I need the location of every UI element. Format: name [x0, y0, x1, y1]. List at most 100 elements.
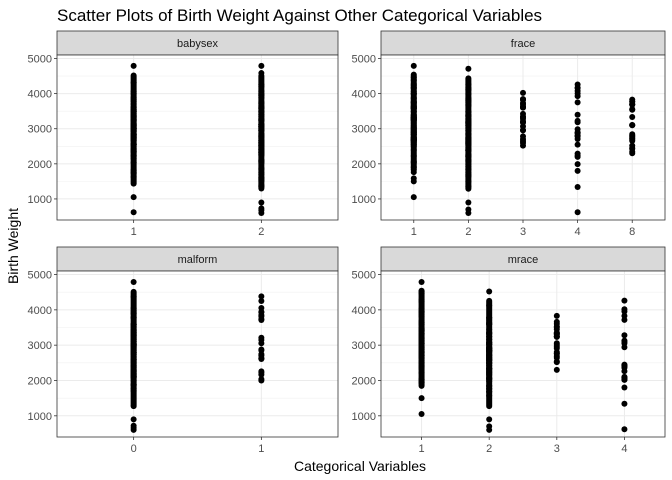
data-point	[629, 98, 636, 105]
x-tick-label: 2	[465, 226, 471, 238]
x-tick-label: 1	[131, 226, 137, 238]
x-tick-label: 8	[629, 226, 635, 238]
data-point	[258, 199, 265, 206]
y-tick-label: 4000	[28, 89, 52, 101]
facet-panel-frace: frace 1000 2000 3000 4000 5000 1 2 3 4 8	[352, 30, 666, 238]
y-tick-label: 5000	[28, 270, 52, 282]
data-point	[418, 278, 425, 285]
data-point	[574, 99, 581, 106]
x-tick-label: 1	[258, 443, 264, 455]
data-point	[410, 62, 417, 69]
facet-strip-label: mrace	[508, 254, 539, 266]
x-tick-label: 1	[419, 443, 425, 455]
data-point	[629, 106, 636, 113]
y-tick-label: 3000	[28, 124, 52, 136]
data-point	[629, 131, 636, 138]
y-tick-label: 5000	[352, 54, 376, 66]
data-point	[553, 318, 560, 325]
x-tick-label: 4	[621, 443, 627, 455]
facet-panel-mrace: mrace 1000 2000 3000 4000 5000 1 2 3 4	[352, 246, 666, 455]
outlier-point	[574, 184, 581, 190]
outlier-point	[410, 194, 417, 201]
dense-point-column	[486, 297, 493, 410]
data-point	[130, 194, 137, 201]
data-point	[520, 113, 526, 120]
y-tick-label: 4000	[28, 305, 52, 317]
data-point	[621, 332, 628, 339]
data-point	[629, 122, 636, 129]
outlier-point	[418, 411, 425, 418]
dense-point-column	[130, 72, 137, 187]
data-point	[553, 345, 560, 352]
data-point	[520, 89, 526, 96]
data-point	[629, 136, 636, 143]
y-tick-label: 5000	[352, 270, 376, 282]
facet-strip	[56, 30, 339, 56]
data-point	[553, 350, 560, 357]
data-point	[574, 111, 581, 118]
data-point	[629, 142, 636, 149]
data-point	[258, 312, 265, 319]
data-point	[621, 316, 628, 323]
x-tick-label: 4	[575, 226, 581, 238]
panel-border	[56, 270, 339, 438]
outlier-point	[486, 423, 493, 430]
data-point	[621, 297, 628, 304]
x-tick-label: 3	[520, 226, 526, 238]
data-point	[520, 104, 526, 111]
y-tick-label: 2000	[28, 375, 52, 387]
y-tick-label: 3000	[352, 124, 376, 136]
data-point	[258, 368, 265, 375]
data-point	[486, 288, 493, 295]
outlier-point	[553, 366, 560, 373]
y-tick-label: 2000	[352, 159, 376, 171]
facet-strip-label: frace	[511, 38, 535, 50]
data-point	[574, 167, 581, 174]
y-tick-label: 3000	[352, 340, 376, 352]
data-point	[574, 141, 581, 148]
outlier-point	[465, 206, 472, 213]
y-tick-label: 1000	[352, 194, 376, 206]
data-point	[258, 293, 265, 300]
panel-border	[380, 54, 666, 221]
data-point	[574, 129, 581, 136]
data-point	[258, 62, 265, 69]
data-point	[258, 317, 265, 324]
y-tick-label: 2000	[352, 375, 376, 387]
data-point	[258, 298, 265, 305]
data-point	[553, 312, 560, 319]
outlier-point	[130, 209, 137, 216]
data-point	[520, 138, 526, 145]
facet-panels: babysex 1000 2000 3000 4000 5000 1 2 frace 1000 20…	[28, 30, 666, 455]
data-point	[465, 199, 472, 206]
data-point	[418, 395, 425, 402]
data-point	[574, 161, 581, 168]
dense-point-column	[418, 287, 425, 389]
x-axis-title: Categorical Variables	[294, 458, 426, 474]
y-tick-label: 3000	[28, 340, 52, 352]
data-point	[258, 355, 265, 362]
data-point	[130, 278, 137, 285]
data-point	[574, 90, 581, 97]
data-point	[410, 175, 417, 182]
facet-strip	[380, 246, 666, 272]
outlier-point	[621, 400, 628, 407]
data-point	[520, 127, 526, 134]
panel-background	[57, 271, 338, 437]
y-tick-label: 1000	[28, 411, 52, 423]
x-tick-label: 1	[411, 226, 417, 238]
data-point	[574, 119, 581, 126]
y-tick-label: 5000	[28, 54, 52, 66]
panel-border	[380, 270, 666, 438]
y-tick-label: 4000	[352, 305, 376, 317]
y-tick-label: 1000	[352, 411, 376, 423]
x-tick-label: 3	[554, 443, 560, 455]
facet-strip-label: babysex	[177, 38, 218, 50]
facet-strip	[56, 246, 339, 272]
facet-panel-malform: malform 1000 2000 3000 4000 5000 0 1	[28, 246, 339, 455]
data-point	[621, 344, 628, 351]
data-point	[621, 368, 628, 375]
outlier-point	[130, 422, 137, 429]
y-axis-title: Birth Weight	[5, 208, 21, 284]
